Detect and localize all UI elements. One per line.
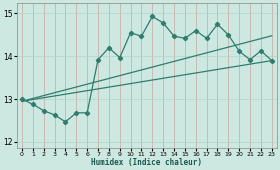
X-axis label: Humidex (Indice chaleur): Humidex (Indice chaleur) bbox=[91, 158, 202, 167]
